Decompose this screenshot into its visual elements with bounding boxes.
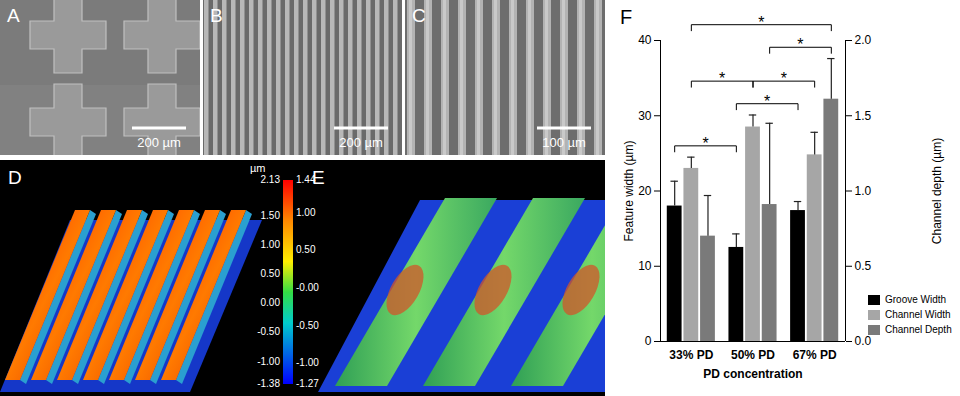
svg-text:200 µm: 200 µm xyxy=(339,135,383,150)
svg-text:Channel depth (µm): Channel depth (µm) xyxy=(930,138,944,244)
svg-text:67% PD: 67% PD xyxy=(793,348,837,362)
html-text:Groove Width: Groove Width xyxy=(885,294,947,305)
svg-text:1.0: 1.0 xyxy=(855,184,872,198)
svg-text:*: * xyxy=(719,70,725,87)
html-text:Channel Width: Channel Width xyxy=(885,309,951,320)
svg-text:1.44: 1.44 xyxy=(296,174,316,185)
svg-text:*: * xyxy=(758,14,764,31)
svg-text:40: 40 xyxy=(638,33,652,47)
svg-text:30: 30 xyxy=(638,109,652,123)
svg-text:-0.50: -0.50 xyxy=(257,326,280,337)
svg-text:2.13: 2.13 xyxy=(261,174,281,185)
svg-text:1.50: 1.50 xyxy=(261,210,281,221)
svg-text:0.50: 0.50 xyxy=(296,244,316,255)
svg-text:µm: µm xyxy=(250,162,266,174)
svg-text:50% PD: 50% PD xyxy=(731,348,775,362)
svg-text:0: 0 xyxy=(645,334,652,348)
svg-text:D: D xyxy=(8,167,22,188)
svg-text:PD concentration: PD concentration xyxy=(703,367,802,381)
svg-text:33% PD: 33% PD xyxy=(669,348,713,362)
svg-text:E: E xyxy=(312,167,325,188)
html-text:Channel Depth: Channel Depth xyxy=(885,324,952,335)
svg-text:-1.00: -1.00 xyxy=(257,356,280,367)
svg-text:-1.27: -1.27 xyxy=(296,378,319,389)
svg-text:*: * xyxy=(781,70,787,87)
svg-text:1.5: 1.5 xyxy=(855,109,872,123)
svg-text:*: * xyxy=(702,135,708,152)
svg-text:0.00: 0.00 xyxy=(261,297,281,308)
svg-text:1.00: 1.00 xyxy=(261,239,281,250)
svg-text:-1.38: -1.38 xyxy=(257,378,280,389)
svg-text:-0.00: -0.00 xyxy=(296,282,319,293)
svg-text:1.00: 1.00 xyxy=(296,207,316,218)
svg-text:10: 10 xyxy=(638,259,652,273)
svg-text:0.5: 0.5 xyxy=(855,259,872,273)
svg-text:-0.50: -0.50 xyxy=(296,320,319,331)
svg-text:20: 20 xyxy=(638,184,652,198)
html-text:F: F xyxy=(620,6,633,28)
svg-text:A: A xyxy=(7,5,20,26)
svg-text:C: C xyxy=(412,5,426,26)
svg-text:B: B xyxy=(210,5,223,26)
svg-text:Feature width (µm): Feature width (µm) xyxy=(622,141,636,242)
svg-text:*: * xyxy=(764,93,770,110)
svg-text:-1.00: -1.00 xyxy=(296,357,319,368)
svg-text:2.0: 2.0 xyxy=(855,33,872,47)
svg-text:*: * xyxy=(797,36,803,53)
svg-text:100 µm: 100 µm xyxy=(542,135,586,150)
svg-text:0.0: 0.0 xyxy=(855,334,872,348)
svg-text:0.50: 0.50 xyxy=(261,268,281,279)
svg-text:200 µm: 200 µm xyxy=(137,135,181,150)
